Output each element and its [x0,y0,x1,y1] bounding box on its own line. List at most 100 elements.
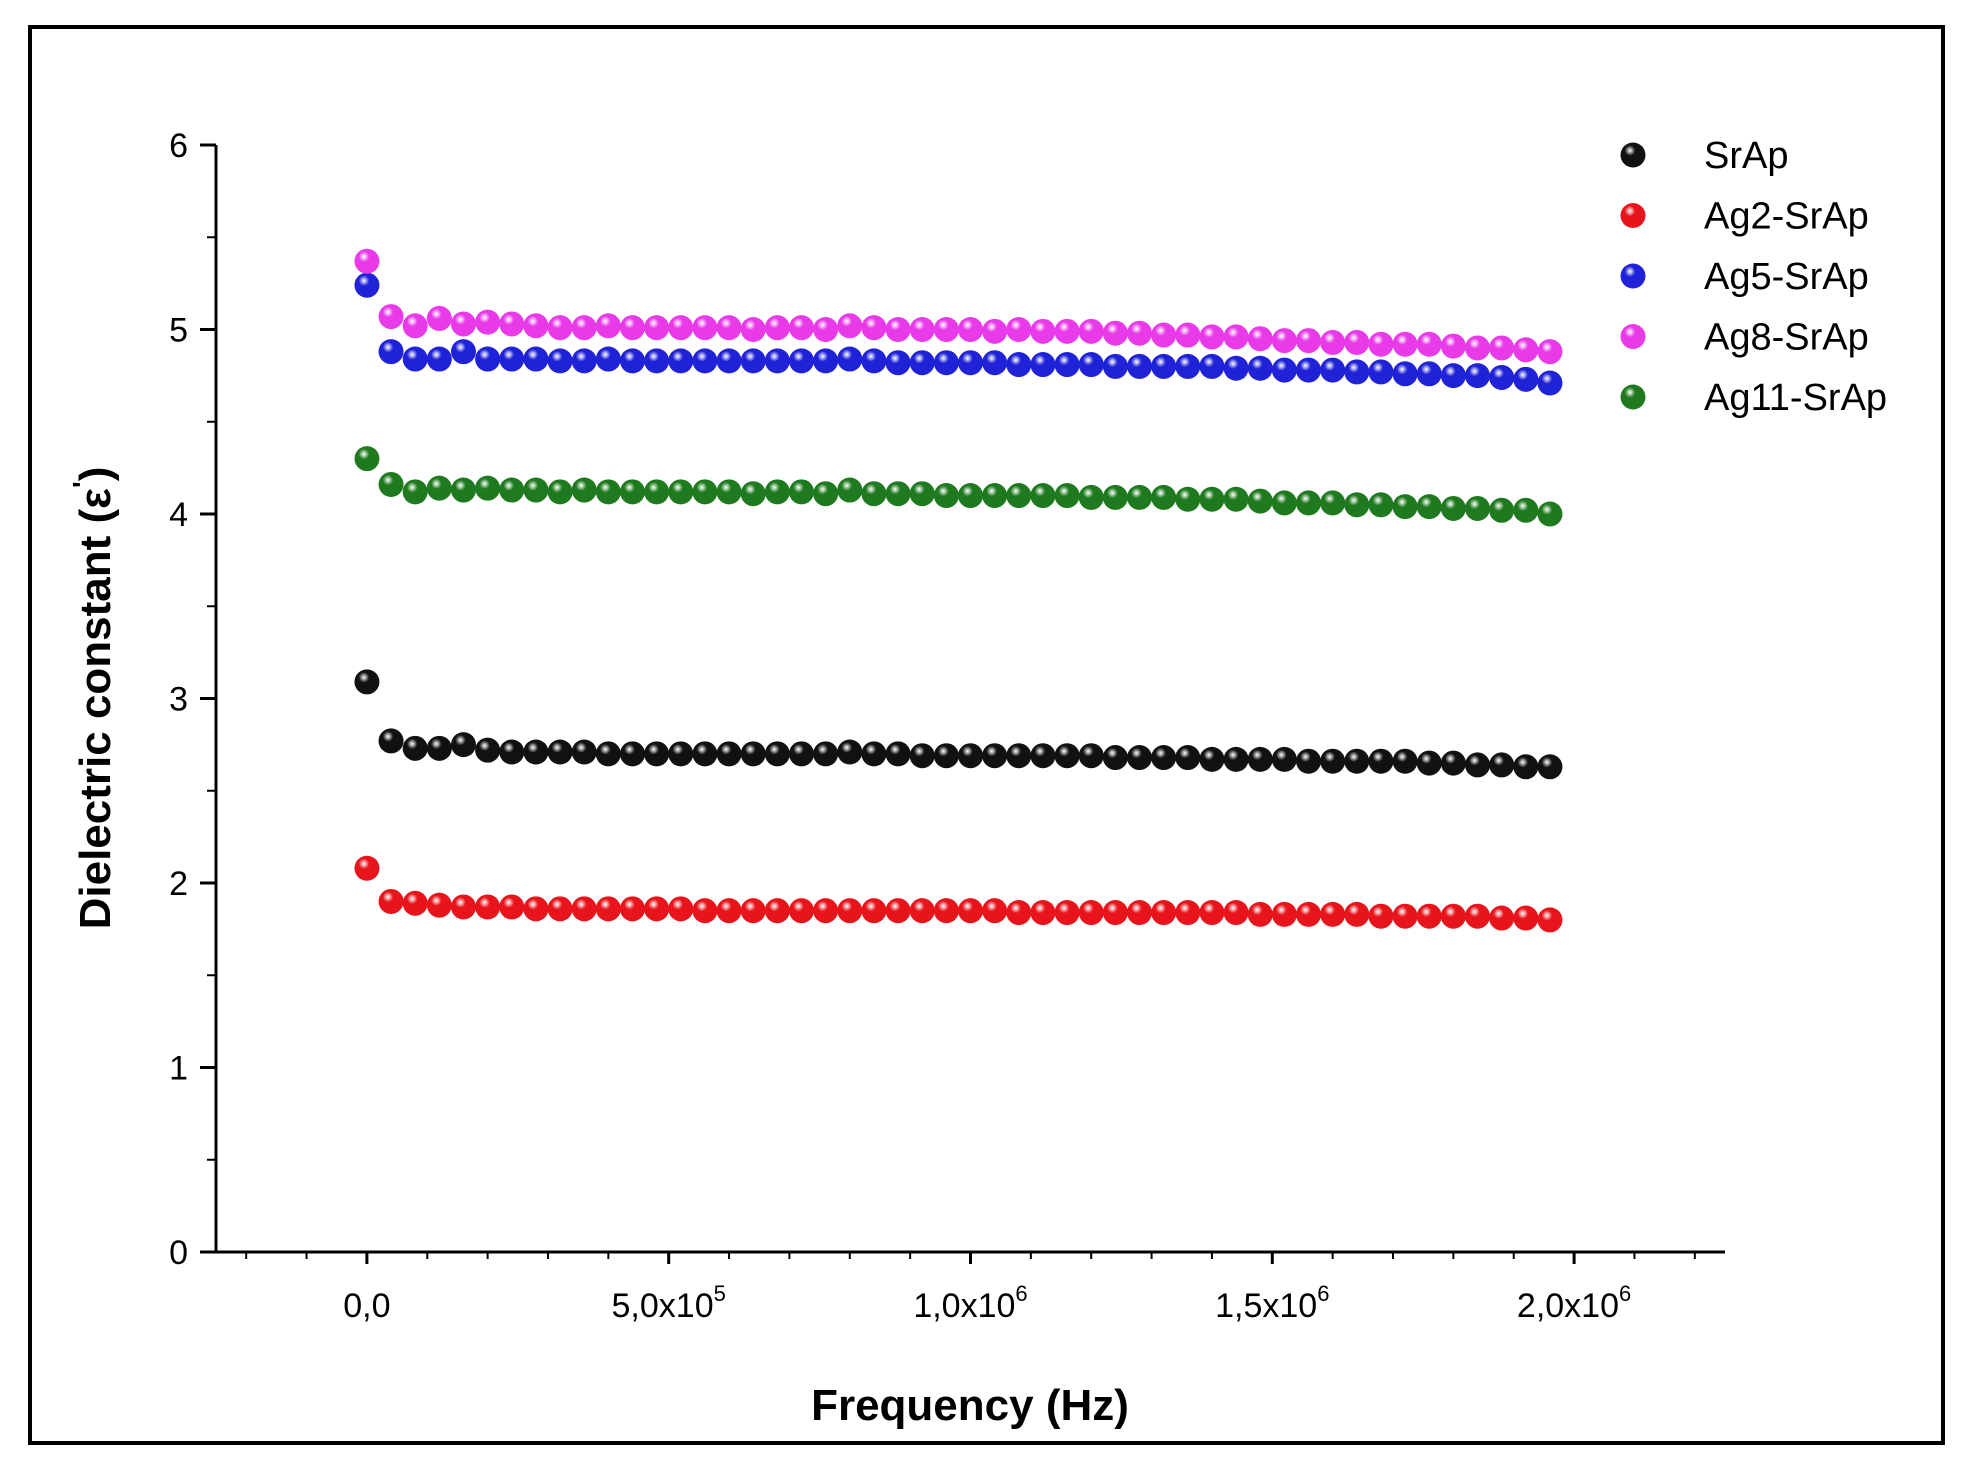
data-point [1127,484,1153,510]
data-point [764,898,790,924]
y-tick-label: 5 [169,312,188,350]
data-point [1440,363,1466,389]
data-point [378,339,404,365]
series-ag5-srap [354,272,1563,396]
data-point [1127,745,1153,771]
data-point [1320,901,1346,927]
data-point [909,743,935,769]
data-point [1392,494,1418,520]
data-point [1199,746,1225,772]
legend-item: Ag11-SrAp [1620,377,1887,419]
data-point [933,743,959,769]
data-point [354,446,380,472]
data-point [1271,746,1297,772]
data-point [547,896,573,922]
data-point [1247,355,1273,381]
data-point [982,318,1008,344]
data-point [1030,318,1056,344]
data-point [523,896,549,922]
data-point [716,898,742,924]
data-point [1223,486,1249,512]
data-point [1006,743,1032,769]
legend-marker [1620,142,1646,168]
data-point [764,315,790,341]
data-point [595,346,621,372]
data-point [1416,361,1442,387]
data-point [1537,370,1563,396]
data-point [1537,907,1563,933]
data-point [837,313,863,339]
data-point [1175,486,1201,512]
data-point [378,304,404,330]
data-point [1489,905,1515,931]
data-point [426,475,452,501]
data-point [1320,329,1346,355]
data-point [547,479,573,505]
data-point [1247,488,1273,514]
data-point [547,739,573,765]
data-point [837,739,863,765]
data-point [909,898,935,924]
x-tick-label: 2,0x106 [1517,1281,1631,1325]
data-point [475,737,501,763]
data-point [1151,900,1177,926]
data-point [619,896,645,922]
data-point [788,898,814,924]
figure-frame [28,25,1945,1445]
legend-marker [1620,324,1646,349]
data-point [668,479,694,505]
data-point [1223,324,1249,350]
data-point [1465,495,1491,521]
data-point [933,898,959,924]
data-point [1489,364,1515,390]
data-point [1199,900,1225,926]
data-point [982,898,1008,924]
data-point [861,741,887,767]
data-point [813,481,839,507]
data-point [837,898,863,924]
data-point [668,348,694,374]
data-point [354,272,380,298]
data-point [1199,486,1225,512]
data-point [692,479,718,505]
data-point [813,348,839,374]
y-axis-title-prime: ' [67,481,98,488]
data-point [740,741,766,767]
data-point [861,481,887,507]
data-point [1368,903,1394,929]
data-point [1247,901,1273,927]
data-point [1344,492,1370,518]
data-point [619,315,645,341]
data-point [1006,352,1032,378]
data-point [1320,357,1346,383]
legend-label: Ag11-SrAp [1704,377,1887,419]
data-point [1296,901,1322,927]
data-point [378,471,404,497]
data-point [933,350,959,376]
y-tick-label: 3 [169,681,188,719]
data-point [813,741,839,767]
data-point [1368,359,1394,385]
y-tick-label: 6 [169,127,188,165]
data-point [716,741,742,767]
data-point [450,339,476,365]
data-point [1127,900,1153,926]
series-srap [354,669,1563,780]
data-point [1054,352,1080,378]
data-point [1151,484,1177,510]
data-point [692,898,718,924]
data-point [740,348,766,374]
data-point [1054,483,1080,509]
data-point [1344,901,1370,927]
data-point [499,894,525,920]
y-tick-labels: 0 1 2 3 4 5 6 [169,127,188,1272]
data-point [1489,335,1515,361]
data-point [909,481,935,507]
data-point [1102,320,1128,346]
legend-marker [1620,384,1646,410]
data-point [1465,335,1491,361]
data-point [1199,324,1225,350]
data-point [1175,745,1201,771]
data-point [668,741,694,767]
legend: SrAp Ag2-SrAp Ag5-SrAp Ag8-SrAp Ag11-SrAp [1620,135,1887,419]
